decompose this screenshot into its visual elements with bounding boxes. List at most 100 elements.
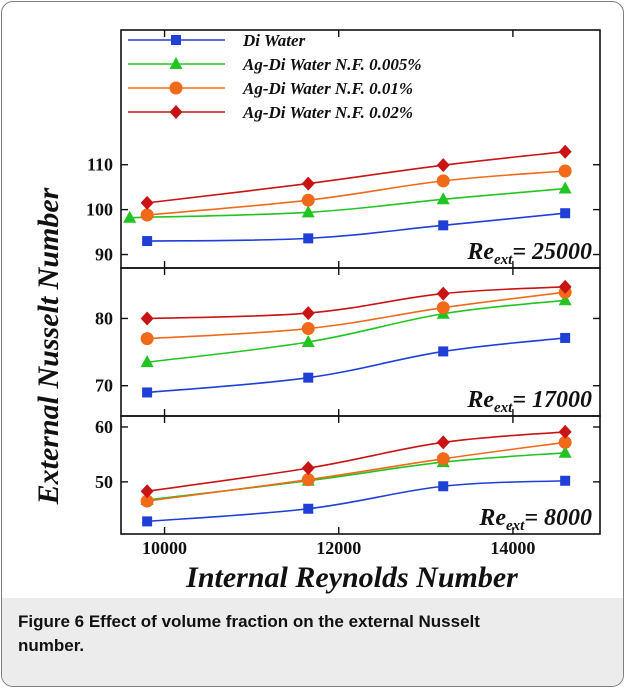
series-4 — [140, 424, 572, 499]
y-tick-label: 70 — [95, 376, 113, 396]
series-line — [147, 170, 566, 216]
series-line — [147, 337, 566, 394]
data-point — [301, 335, 315, 347]
data-point — [301, 193, 315, 207]
data-point — [123, 210, 137, 223]
data-point — [560, 208, 571, 219]
series-4 — [140, 279, 572, 326]
data-point — [558, 445, 572, 458]
data-point — [140, 332, 154, 346]
data-point — [438, 346, 449, 357]
series-line — [147, 212, 566, 242]
re-subscript: ext — [506, 518, 525, 534]
y-tick-label: 110 — [87, 155, 113, 175]
re-subscript: ext — [494, 400, 513, 416]
re-label: Reext= 17000 — [466, 387, 592, 416]
data-point — [438, 220, 449, 231]
data-point — [301, 461, 315, 476]
data-point — [140, 355, 154, 368]
re-symbol: Re — [466, 239, 494, 265]
legend-marker — [169, 81, 183, 95]
x-axis-title: Internal Reynolds Number — [185, 561, 518, 594]
series-3 — [140, 285, 572, 346]
re-value: = 25000 — [512, 239, 592, 265]
series-line — [147, 479, 566, 523]
caption-area — [2, 598, 623, 686]
series-4 — [140, 144, 572, 210]
series-line — [129, 187, 566, 219]
legend-marker — [171, 35, 181, 45]
re-symbol: Re — [478, 505, 506, 531]
panel-1: 90 100 110 Reext= 25000 — [86, 29, 601, 269]
legend-label: Ag-Di Water N.F. 0.01% — [242, 79, 413, 98]
data-point — [142, 236, 153, 247]
series-line — [147, 299, 566, 363]
series-1 — [142, 475, 571, 527]
panel-3: 50 60 Reext= 8000 — [95, 415, 601, 535]
data-point — [558, 293, 572, 306]
legend-item-4: Ag-Di Water N.F. 0.02% — [128, 103, 413, 122]
data-point — [560, 475, 571, 486]
data-point — [558, 435, 572, 449]
data-point — [303, 503, 314, 514]
re-subscript: ext — [494, 252, 513, 268]
re-label: Reext= 8000 — [478, 505, 592, 534]
data-point — [140, 311, 154, 326]
data-point — [301, 322, 315, 336]
caption-text: Effect of volume fraction on the externa… — [18, 612, 480, 655]
data-point — [301, 205, 315, 218]
data-point — [436, 301, 450, 315]
re-value: = 8000 — [524, 505, 592, 531]
y-tick-label: 50 — [95, 472, 113, 492]
x-tick-label: 10000 — [142, 538, 187, 558]
data-point — [560, 332, 571, 343]
data-point — [142, 516, 153, 527]
series-1 — [142, 332, 571, 398]
x-tick-label: 12000 — [316, 538, 361, 558]
series-2 — [123, 181, 572, 223]
series-2 — [140, 445, 572, 505]
legend-label: Di Water — [242, 31, 306, 50]
figure-caption: Figure 6 Effect of volume fraction on th… — [18, 610, 488, 658]
data-point — [558, 164, 572, 178]
x-tick-label: 14000 — [490, 538, 535, 558]
data-point — [436, 174, 450, 188]
data-point — [558, 424, 572, 439]
panel-2: 70 80 Reext= 17000 — [95, 267, 601, 417]
series-3 — [140, 164, 572, 222]
panel-frame — [120, 415, 601, 535]
series-1 — [142, 208, 571, 247]
legend-item-2: Ag-Di Water N.F. 0.005% — [128, 55, 422, 74]
data-point — [301, 306, 315, 321]
data-point — [558, 181, 572, 194]
y-axis-title: External Nusselt Number — [32, 187, 65, 505]
re-label: Reext= 25000 — [466, 239, 592, 268]
series-line — [147, 150, 566, 204]
legend-label: Ag-Di Water N.F. 0.005% — [242, 55, 422, 74]
re-symbol: Re — [466, 387, 494, 413]
data-point — [303, 372, 314, 383]
data-point — [438, 481, 449, 492]
data-point — [436, 452, 450, 466]
legend-item-3: Ag-Di Water N.F. 0.01% — [128, 79, 413, 98]
data-point — [301, 473, 315, 487]
x-axis: 10000 12000 14000 — [142, 538, 535, 558]
y-tick-label: 80 — [95, 308, 113, 328]
data-point — [140, 484, 154, 499]
caption-label: Figure 6 — [18, 612, 85, 631]
data-point — [558, 144, 572, 159]
legend-label: Ag-Di Water N.F. 0.02% — [242, 103, 413, 122]
data-point — [558, 279, 572, 294]
data-point — [303, 233, 314, 244]
data-point — [436, 286, 450, 301]
series-line — [147, 291, 566, 340]
data-point — [140, 494, 154, 508]
data-point — [301, 176, 315, 191]
legend-marker — [169, 57, 183, 69]
y-tick-label: 90 — [95, 245, 113, 265]
y-tick-label: 60 — [95, 417, 113, 437]
y-tick-label: 100 — [86, 200, 113, 220]
series-line — [147, 441, 566, 502]
series-3 — [140, 435, 572, 508]
